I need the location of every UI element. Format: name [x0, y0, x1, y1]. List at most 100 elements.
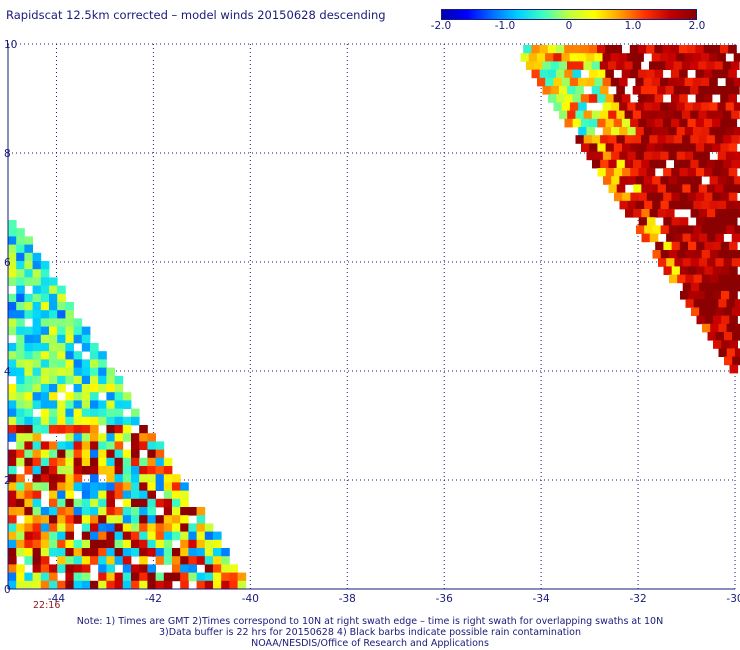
swath-cell	[16, 384, 25, 393]
swath-cell	[65, 490, 74, 500]
swath-cell	[32, 400, 42, 409]
swath-cell	[690, 209, 700, 218]
swath-cell	[32, 457, 42, 467]
swath-cell	[180, 515, 189, 524]
swath-cell	[715, 282, 725, 292]
swath-cell	[40, 539, 50, 549]
swath-cell	[147, 580, 156, 590]
swath-cell	[621, 69, 631, 79]
swath-cell	[131, 433, 140, 442]
swath-cell	[98, 572, 107, 582]
swath-cell	[57, 457, 66, 467]
swath-cell	[90, 490, 99, 500]
swath-cell	[665, 135, 675, 144]
swath-cell	[98, 367, 107, 377]
swath-cell	[98, 375, 107, 385]
swath-cell	[591, 86, 601, 95]
swath-cell	[114, 572, 124, 582]
swath-cell	[668, 53, 677, 62]
swath-cell	[677, 225, 686, 234]
swath-cell	[40, 564, 50, 573]
swath-cell	[106, 564, 115, 573]
swath-cell	[8, 351, 17, 360]
swath-cell	[701, 127, 710, 136]
swath-cell	[49, 498, 58, 508]
swath-cell	[8, 261, 17, 270]
swath-cell	[668, 250, 678, 259]
swath-cell	[122, 515, 132, 524]
swath-cell	[180, 507, 189, 516]
swath-cell	[605, 168, 615, 177]
swath-cell	[528, 53, 538, 62]
swath-cell	[147, 515, 156, 524]
swath-cell	[90, 474, 99, 483]
swath-cell	[657, 209, 667, 218]
swath-cell	[16, 261, 25, 270]
swath-cell	[122, 457, 132, 467]
swath-cell	[24, 236, 33, 245]
swath-cell	[682, 233, 692, 243]
swath-cell	[729, 241, 738, 251]
swath-cell	[98, 490, 107, 500]
swath-cell	[714, 86, 724, 95]
swath-cell	[73, 375, 83, 385]
notes-line-2: 3)Data buffer is 22 hrs for 20150628 4) …	[159, 627, 581, 638]
swath-cell	[155, 474, 165, 483]
swath-cell	[163, 490, 173, 500]
swath-cell	[652, 250, 662, 259]
swath-cell	[213, 531, 222, 541]
swath-cell	[630, 143, 639, 152]
swath-cell	[701, 102, 710, 111]
swath-cell	[668, 176, 678, 185]
swath-cell	[526, 61, 535, 70]
swath-cell	[731, 282, 740, 292]
swath-cell	[81, 482, 91, 491]
swath-cell	[32, 482, 42, 491]
swath-cell	[73, 400, 83, 409]
swath-cell	[155, 556, 165, 565]
swath-cell	[635, 53, 644, 62]
swath-cell	[49, 375, 58, 385]
swath-cell	[734, 151, 740, 161]
swath-cell	[685, 200, 694, 210]
swath-cell	[712, 217, 722, 226]
swath-cell	[131, 539, 140, 549]
swath-cell	[73, 515, 83, 524]
x-tick-label: -30	[726, 593, 740, 605]
swath-cell	[32, 375, 42, 385]
swath-cell	[696, 266, 705, 275]
swath-cell	[731, 61, 740, 70]
swath-cell	[40, 572, 50, 582]
swath-cell	[40, 425, 50, 434]
swath-cell	[729, 291, 738, 300]
swath-cell	[695, 118, 705, 128]
swath-cell	[139, 498, 148, 508]
swath-cell	[714, 61, 724, 70]
notes-line-1: Note: 1) Times are GMT 2)Times correspon…	[76, 616, 664, 627]
swath-cell	[98, 351, 107, 360]
swath-cell	[139, 433, 148, 442]
swath-cell	[32, 367, 42, 377]
swath-cell	[155, 572, 165, 582]
swath-cell	[655, 192, 664, 202]
swath-cell	[704, 143, 713, 152]
swath-cell	[163, 548, 173, 557]
swath-cell	[731, 110, 740, 120]
swath-cell	[586, 127, 595, 136]
swath-cell	[548, 94, 557, 103]
swath-cell	[711, 69, 721, 79]
swath-cell	[698, 184, 708, 193]
swath-cell	[641, 159, 650, 169]
swath-cell	[24, 548, 33, 557]
swath-cell	[49, 343, 58, 352]
swath-cell	[729, 340, 738, 349]
swath-cell	[73, 539, 83, 549]
swath-cell	[646, 45, 655, 54]
swath-cell	[73, 580, 83, 590]
swath-cell	[147, 457, 156, 467]
swath-cell	[32, 474, 42, 483]
swath-cell	[693, 299, 703, 308]
swath-cell	[32, 261, 42, 270]
swath-cell	[721, 315, 730, 325]
swath-cell	[695, 69, 705, 79]
